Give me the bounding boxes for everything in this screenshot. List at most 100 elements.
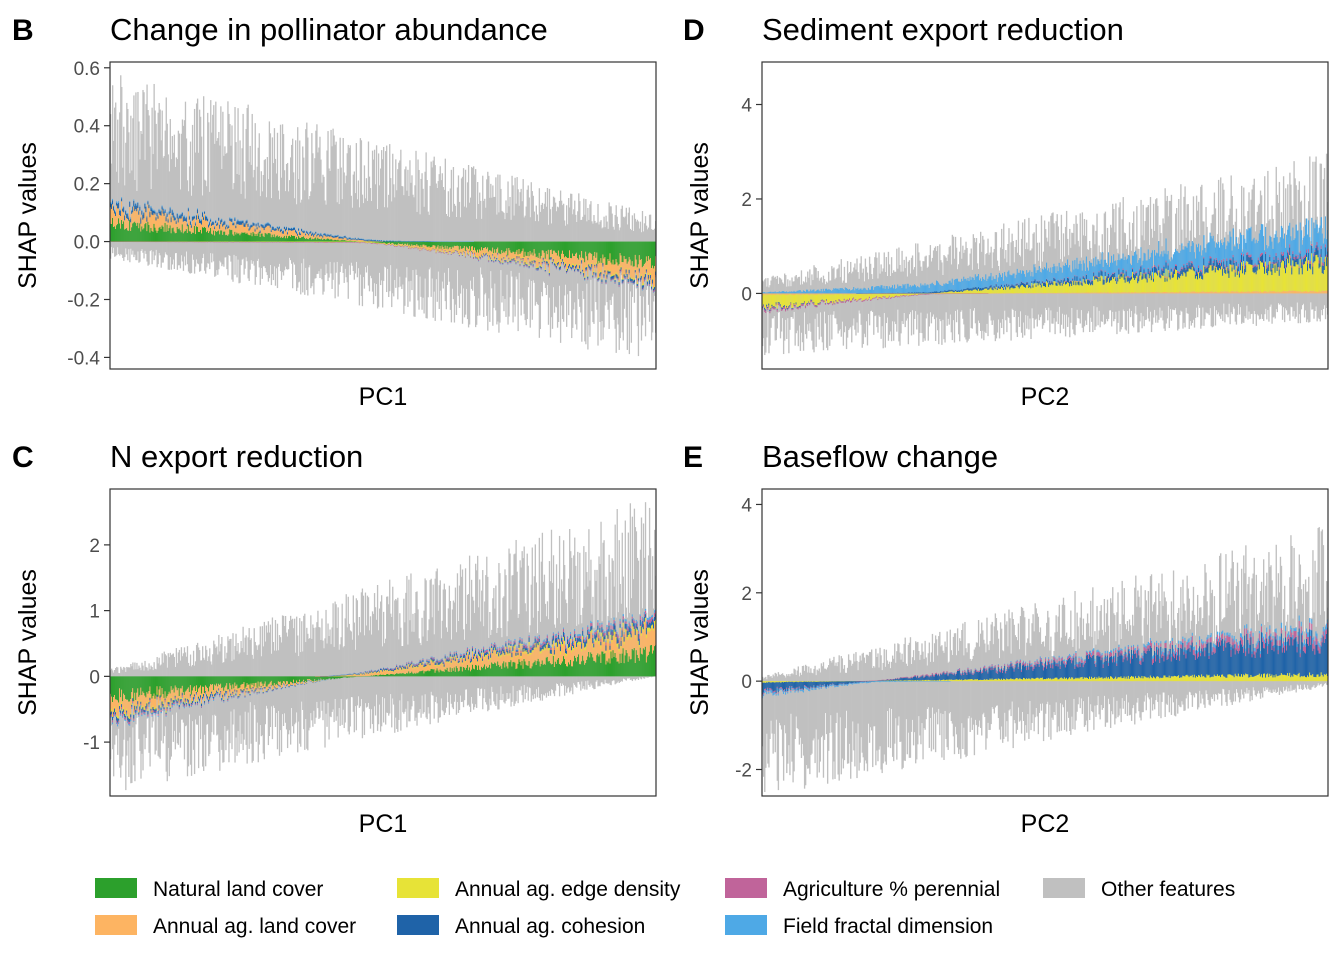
bar-agriculture-perennial	[287, 242, 290, 243]
bar-agriculture-perennial	[642, 287, 645, 289]
bar-other-features	[766, 286, 768, 338]
bar-annual-ag-edge-density	[623, 273, 625, 275]
bar-annual-ag-land-cover	[831, 293, 833, 295]
bar-other-features	[250, 164, 252, 261]
bar-annual-ag-land-cover	[117, 208, 119, 225]
bar-field-fractal-dimension	[821, 291, 824, 294]
bar-annual-ag-edge-density	[811, 294, 813, 300]
bar-other-features	[630, 230, 633, 343]
bar-agriculture-perennial	[415, 247, 417, 249]
bar-natural-land-cover	[306, 238, 308, 242]
bar-annual-ag-land-cover	[428, 246, 430, 249]
panel-letter: B	[12, 14, 34, 47]
bar-annual-ag-land-cover	[302, 232, 304, 237]
bar-agriculture-perennial	[797, 308, 799, 310]
bar-field-fractal-dimension	[847, 289, 850, 294]
bar-field-fractal-dimension	[787, 292, 789, 294]
bar-natural-land-cover	[498, 241, 500, 253]
bar-annual-ag-land-cover	[516, 249, 518, 256]
bar-annual-ag-cohesion	[789, 305, 791, 307]
bar-annual-ag-cohesion	[600, 272, 602, 275]
bar-annual-ag-cohesion	[155, 217, 157, 221]
bar-field-fractal-dimension	[208, 224, 210, 225]
bar-annual-ag-land-cover	[318, 234, 320, 239]
bar-annual-ag-land-cover	[648, 259, 651, 279]
bar-annual-ag-cohesion	[639, 277, 642, 281]
bar-field-fractal-dimension	[942, 285, 944, 292]
bar-other-features	[318, 147, 320, 272]
bar-annual-ag-cohesion	[626, 274, 628, 278]
bar-natural-land-cover	[611, 241, 613, 265]
bar-annual-ag-cohesion	[928, 292, 931, 294]
bar-annual-ag-edge-density	[858, 294, 860, 299]
bar-annual-ag-land-cover	[205, 220, 207, 228]
bar-annual-ag-land-cover	[452, 247, 455, 253]
bar-agriculture-perennial	[926, 293, 928, 295]
bar-annual-ag-land-cover	[847, 293, 850, 295]
bar-agriculture-perennial	[392, 244, 394, 245]
bar-annual-ag-cohesion	[610, 276, 612, 280]
bar-field-fractal-dimension	[933, 285, 936, 292]
bar-agriculture-perennial	[478, 260, 480, 262]
bar-annual-ag-edge-density	[431, 248, 433, 250]
bar-natural-land-cover	[369, 241, 372, 243]
bar-natural-land-cover	[381, 241, 384, 243]
bar-annual-ag-edge-density	[795, 294, 797, 303]
bar-annual-ag-land-cover	[435, 248, 437, 252]
bar-other-features	[588, 219, 590, 326]
bar-other-features	[230, 145, 232, 262]
bar-natural-land-cover	[230, 230, 232, 242]
bar-natural-land-cover	[547, 241, 550, 250]
bar-annual-ag-land-cover	[457, 246, 460, 252]
bar-annual-ag-land-cover	[178, 218, 181, 229]
bar-annual-ag-cohesion	[367, 239, 370, 241]
bar-annual-ag-edge-density	[895, 293, 897, 296]
bar-natural-land-cover	[561, 241, 564, 251]
bar-annual-ag-edge-density	[377, 242, 380, 244]
bar-annual-ag-land-cover	[422, 244, 424, 247]
bar-annual-ag-land-cover	[304, 232, 306, 238]
bar-annual-ag-land-cover	[286, 234, 289, 239]
bar-field-fractal-dimension	[233, 222, 235, 224]
bar-annual-ag-edge-density	[616, 273, 618, 275]
bar-annual-ag-land-cover	[611, 264, 613, 275]
bar-annual-ag-cohesion	[201, 220, 203, 225]
bar-agriculture-perennial	[894, 296, 896, 298]
bar-annual-ag-cohesion	[378, 240, 381, 242]
bar-annual-ag-edge-density	[865, 294, 868, 299]
bar-annual-ag-land-cover	[819, 293, 821, 295]
bar-annual-ag-land-cover	[393, 243, 395, 245]
bar-other-features	[763, 281, 765, 339]
bar-annual-ag-land-cover	[555, 252, 558, 265]
bar-other-features	[252, 177, 254, 262]
bar-natural-land-cover	[280, 236, 283, 242]
bar-agriculture-perennial	[607, 273, 609, 275]
bar-annual-ag-land-cover	[649, 258, 652, 274]
bar-natural-land-cover	[558, 241, 561, 257]
bar-annual-ag-land-cover	[830, 293, 832, 295]
bar-annual-ag-edge-density	[524, 260, 526, 263]
bar-annual-ag-land-cover	[506, 248, 508, 255]
bar-annual-ag-land-cover	[899, 293, 901, 295]
bar-natural-land-cover	[316, 239, 318, 242]
bar-agriculture-perennial	[636, 286, 639, 288]
bar-natural-land-cover	[396, 241, 398, 245]
bar-field-fractal-dimension	[287, 227, 290, 229]
bar-field-fractal-dimension	[219, 224, 221, 226]
bar-agriculture-perennial	[632, 283, 635, 285]
bar-annual-ag-edge-density	[426, 249, 428, 251]
bar-annual-ag-edge-density	[480, 256, 482, 258]
bar-field-fractal-dimension	[209, 221, 211, 223]
bar-field-fractal-dimension	[296, 231, 298, 232]
bar-annual-ag-cohesion	[300, 233, 302, 236]
bar-other-features	[442, 187, 444, 289]
bar-annual-ag-land-cover	[236, 224, 238, 233]
bar-natural-land-cover	[112, 217, 114, 242]
bar-field-fractal-dimension	[195, 214, 198, 216]
bar-annual-ag-land-cover	[627, 261, 629, 279]
bar-natural-land-cover	[487, 241, 489, 248]
bar-annual-ag-land-cover	[571, 258, 573, 267]
bar-agriculture-perennial	[788, 307, 790, 309]
bar-annual-ag-cohesion	[588, 264, 590, 267]
bar-natural-land-cover	[130, 231, 132, 242]
